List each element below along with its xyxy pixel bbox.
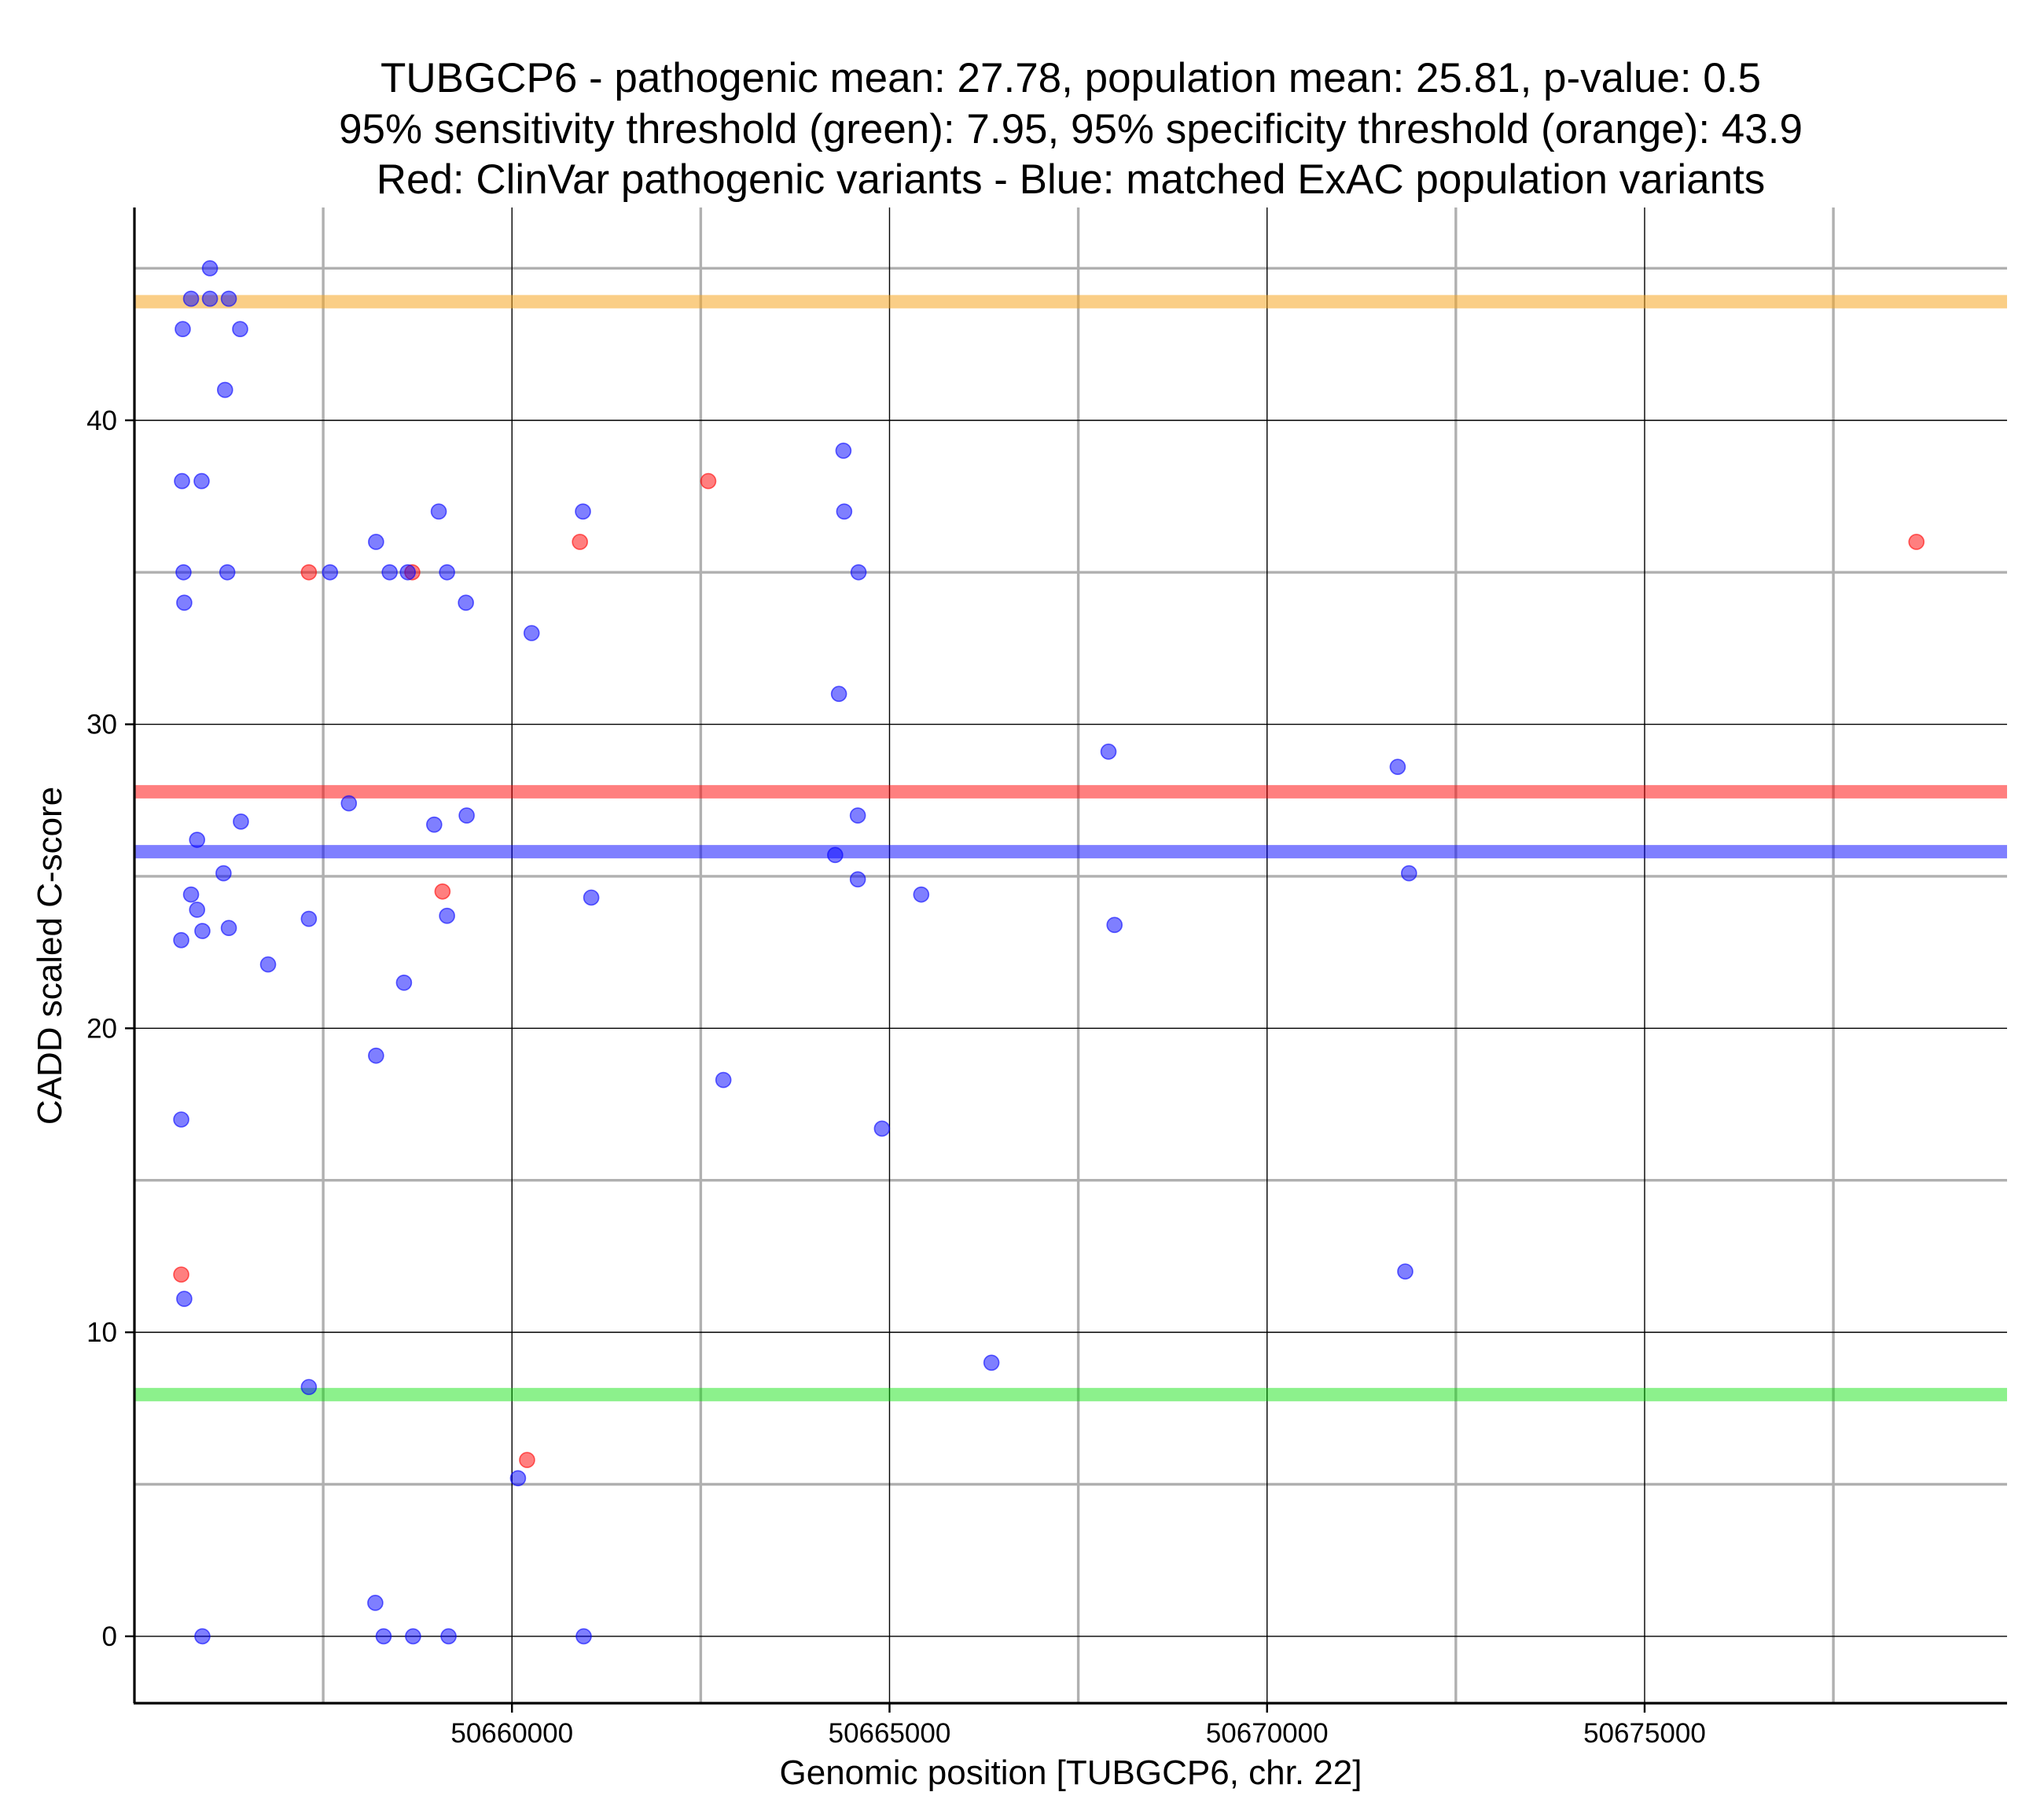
population-variant-point [395, 975, 413, 991]
population-variant-point [189, 901, 206, 918]
y-tick-label: 40 [86, 406, 117, 436]
population-variant-point [835, 442, 852, 459]
population-variant-point [983, 1354, 1000, 1372]
pathogenic-variant-point [434, 883, 451, 900]
population-variant-point [173, 931, 189, 949]
population-variant-point [509, 1470, 527, 1487]
population-variant-point [715, 1071, 732, 1089]
population-variant-point [1400, 865, 1417, 882]
population-variant-point [375, 1628, 392, 1645]
population-variant-point [440, 1628, 457, 1645]
x-axis-ticks: 50660000 50665000 50670000 50675000 [450, 1703, 1706, 1749]
population-variant-point [850, 564, 867, 581]
population-variant-point [176, 594, 193, 611]
population-variant-point [873, 1120, 891, 1137]
population-variant-point [216, 381, 233, 398]
population-variant-point [175, 321, 191, 338]
population-variant-point [1389, 758, 1406, 775]
pathogenic-variant-point [300, 564, 318, 581]
y-tick-label: 10 [86, 1317, 117, 1348]
population-variant-point [381, 564, 398, 581]
population-variant-point [220, 920, 237, 936]
y-tick-label: 20 [86, 1013, 117, 1044]
chart-title-line-2: 95% sensitivity threshold (green): 7.95,… [339, 106, 1803, 152]
major-grid [134, 207, 2007, 1703]
chart-title-line-1: TUBGCP6 - pathogenic mean: 27.78, popula… [380, 55, 1761, 101]
population-variant-point [215, 865, 232, 882]
population-variant-point [189, 832, 206, 848]
population-variant-point [368, 534, 384, 550]
population-variant-point [300, 1379, 318, 1396]
pathogenic-variant-point [173, 1266, 189, 1283]
population-variant-point [219, 564, 236, 581]
population-variant-point [439, 564, 455, 581]
x-axis-title: Genomic position [TUBGCP6, chr. 22] [780, 1753, 1362, 1792]
population-variant-point [1397, 1263, 1414, 1280]
pathogenic-variant-point [572, 534, 588, 550]
population-variant-point [182, 290, 200, 307]
population-variant-point [426, 816, 443, 833]
population-variant-point [849, 871, 866, 888]
chart-title-line-3: Red: ClinVar pathogenic variants - Blue:… [377, 156, 1766, 203]
population-variant-point [182, 886, 200, 903]
pathogenic-variant-point [519, 1452, 535, 1468]
data-points [173, 260, 1925, 1645]
population-variant-point [399, 564, 416, 581]
population-variant-point [193, 472, 210, 490]
population-variant-point [259, 956, 277, 973]
population-variant-point [913, 886, 930, 903]
x-tick-label: 50660000 [450, 1718, 573, 1749]
population-variant-point [575, 1628, 592, 1645]
population-variant-point [836, 503, 853, 520]
y-tick-label: 0 [102, 1621, 117, 1652]
pathogenic-variant-point [700, 472, 717, 490]
population-variant-point [405, 1628, 421, 1645]
population-variant-point [220, 290, 237, 307]
population-variant-point [322, 564, 339, 581]
population-variant-point [176, 1291, 193, 1307]
x-tick-label: 50665000 [829, 1718, 951, 1749]
population-variant-point [340, 795, 358, 812]
population-variant-point [583, 889, 600, 906]
y-axis-ticks: 0 10 20 30 40 [86, 406, 134, 1652]
x-tick-label: 50670000 [1206, 1718, 1329, 1749]
y-tick-label: 30 [86, 710, 117, 740]
population-variant-point [201, 290, 219, 307]
population-variant-point [830, 685, 847, 703]
population-variant-point [849, 807, 866, 824]
population-variant-point [232, 321, 248, 338]
population-variant-point [233, 813, 249, 830]
population-variant-point [174, 472, 190, 490]
population-variant-point [575, 503, 591, 520]
pathogenic-variant-point [1908, 534, 1925, 550]
population-variant-point [300, 910, 318, 927]
population-variant-point [523, 625, 540, 641]
population-variant-point [439, 907, 455, 924]
population-variant-point [368, 1047, 384, 1064]
population-variant-point [430, 503, 447, 520]
y-axis-title: CADD scaled C-score [31, 787, 69, 1125]
population-variant-point [175, 564, 192, 581]
population-variant-point [194, 923, 211, 939]
population-variant-point [458, 807, 475, 824]
population-variant-point [827, 846, 844, 864]
population-variant-point [1106, 916, 1123, 934]
population-variant-point [1100, 744, 1117, 760]
population-variant-point [173, 1111, 189, 1128]
population-variant-point [201, 260, 219, 277]
population-variant-point [194, 1628, 211, 1645]
minor-grid [134, 207, 2007, 1703]
x-tick-label: 50675000 [1583, 1718, 1706, 1749]
population-variant-point [458, 594, 474, 611]
population-variant-point [367, 1595, 384, 1611]
reference-lines [134, 295, 2007, 1401]
